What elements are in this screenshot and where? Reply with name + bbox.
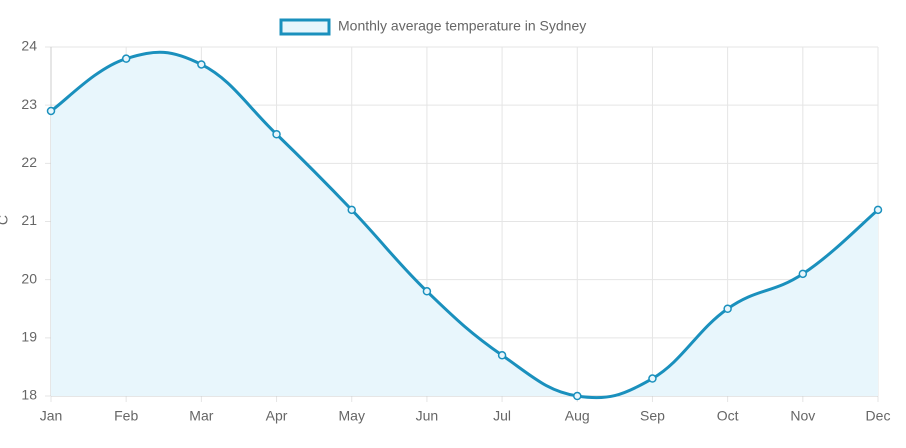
x-tick-label: Nov <box>790 408 815 424</box>
legend-label: Monthly average temperature in Sydney <box>338 18 586 34</box>
point <box>723 304 732 313</box>
y-axis-label: C <box>0 215 11 225</box>
point <box>347 205 356 215</box>
x-tick-label: Apr <box>266 408 288 424</box>
x-tick-label: Jun <box>416 408 439 424</box>
x-tick-label: Mar <box>189 408 213 424</box>
y-tick-label: 23 <box>21 96 37 112</box>
point <box>46 106 56 116</box>
x-tick-label: Jan <box>40 408 63 424</box>
y-tick-label: 21 <box>21 212 37 228</box>
point <box>648 374 657 383</box>
y-tick-label: 22 <box>21 154 37 170</box>
point <box>798 269 808 279</box>
y-tick-label: 18 <box>21 387 37 403</box>
x-tick-label: Oct <box>717 408 739 424</box>
y-tick-label: 19 <box>21 329 37 345</box>
x-tick-label: Sep <box>640 408 665 424</box>
point <box>873 205 883 215</box>
x-tick-label: Aug <box>565 408 590 424</box>
point <box>422 287 432 296</box>
y-tick-label: 24 <box>21 38 37 54</box>
x-tick-label: Feb <box>114 408 138 424</box>
x-tick-label: May <box>339 408 365 424</box>
area <box>51 52 878 398</box>
point <box>573 391 582 401</box>
point <box>272 130 281 139</box>
point <box>497 351 507 360</box>
legend-swatch <box>279 18 331 36</box>
y-tick-label: 20 <box>21 270 37 286</box>
x-tick-label: Jul <box>493 408 511 424</box>
point <box>121 54 131 63</box>
point <box>197 60 206 69</box>
x-tick-label: Dec <box>866 408 891 424</box>
